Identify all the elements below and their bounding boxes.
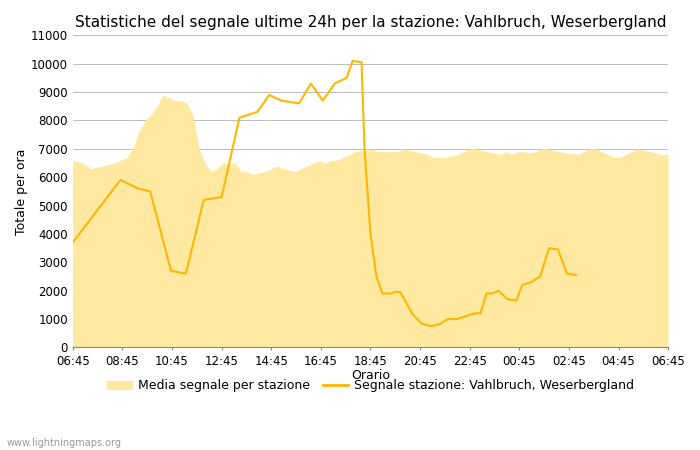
Y-axis label: Totale per ora: Totale per ora — [15, 148, 28, 234]
Text: www.lightningmaps.org: www.lightningmaps.org — [7, 438, 122, 448]
Legend: Media segnale per stazione, Segnale stazione: Vahlbruch, Weserbergland: Media segnale per stazione, Segnale staz… — [102, 374, 639, 397]
X-axis label: Orario: Orario — [351, 369, 390, 382]
Title: Statistiche del segnale ultime 24h per la stazione: Vahlbruch, Weserbergland: Statistiche del segnale ultime 24h per l… — [75, 15, 666, 30]
